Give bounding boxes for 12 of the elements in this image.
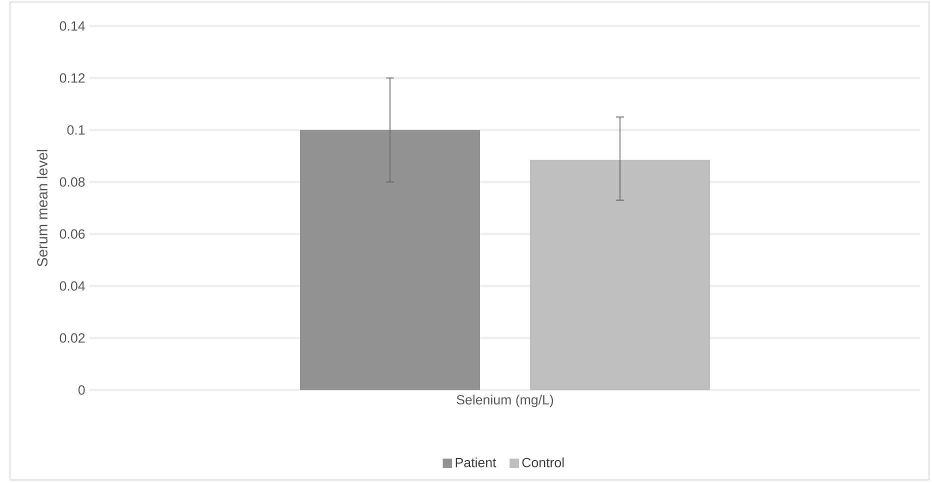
legend-label: Patient: [456, 457, 496, 468]
y-tick-label: 0.06: [60, 229, 85, 239]
x-tick-label: Selenium (mg/L): [456, 394, 554, 408]
y-tick-label: 0.04: [60, 281, 85, 291]
y-tick-label: 0.1: [67, 125, 85, 135]
y-tick-label: 0.02: [60, 333, 85, 343]
y-tick-label: 0.12: [60, 73, 85, 83]
y-axis-title: Serum mean level: [36, 150, 48, 266]
y-tick-label: 0.08: [60, 177, 85, 187]
y-tick-label: 0.14: [60, 21, 85, 31]
y-tick-label: 0: [78, 385, 85, 395]
legend-label: Control: [522, 457, 564, 468]
